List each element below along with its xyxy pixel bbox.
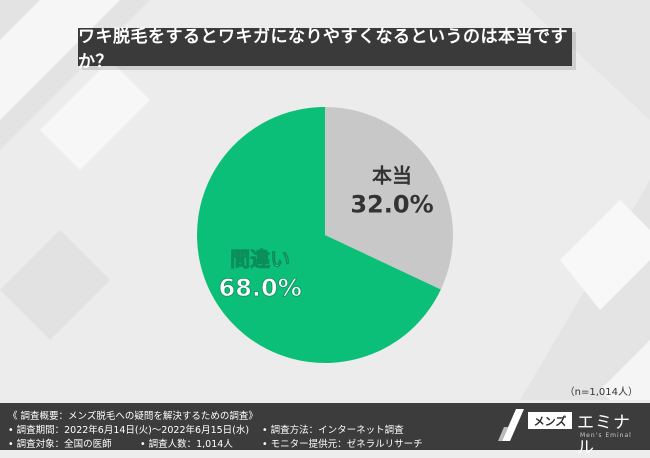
survey-monitor: • モニター提供元：ゼネラルリサーチ xyxy=(262,439,423,450)
brand-logo: メンズ エミナル Men's Eminal xyxy=(498,406,643,458)
survey-period: • 調査期間：2022年6月14日(火)〜2022年6月15日(水) xyxy=(8,425,250,436)
pie-slice-false xyxy=(197,107,441,363)
survey-summary: 《 調査概要：メンズ脱毛への疑問を解決するための調査》 xyxy=(8,411,258,422)
logo-box-text: メンズ xyxy=(528,412,572,429)
slice-label-true: 本当 xyxy=(372,163,412,187)
survey-count: • 調査人数：1,014人 xyxy=(140,439,233,450)
slice-label-false: 間違い xyxy=(230,247,290,271)
survey-method: • 調査方法：インターネット調査 xyxy=(262,425,404,436)
slice-value-true: 32.0% xyxy=(350,190,433,218)
slice-value-false: 68.0% xyxy=(219,274,302,302)
logo-mark-icon xyxy=(498,409,524,441)
pie-slice-true xyxy=(325,107,454,290)
logo-sub-text: Men's Eminal xyxy=(580,432,632,439)
survey-target: • 調査対象：全国の医師 xyxy=(8,439,112,450)
sample-size-note: （n=1,014人） xyxy=(564,387,638,398)
chart-title: ワキ脱毛をするとワキガになりやすくなるというのは本当ですか？ xyxy=(78,27,572,72)
